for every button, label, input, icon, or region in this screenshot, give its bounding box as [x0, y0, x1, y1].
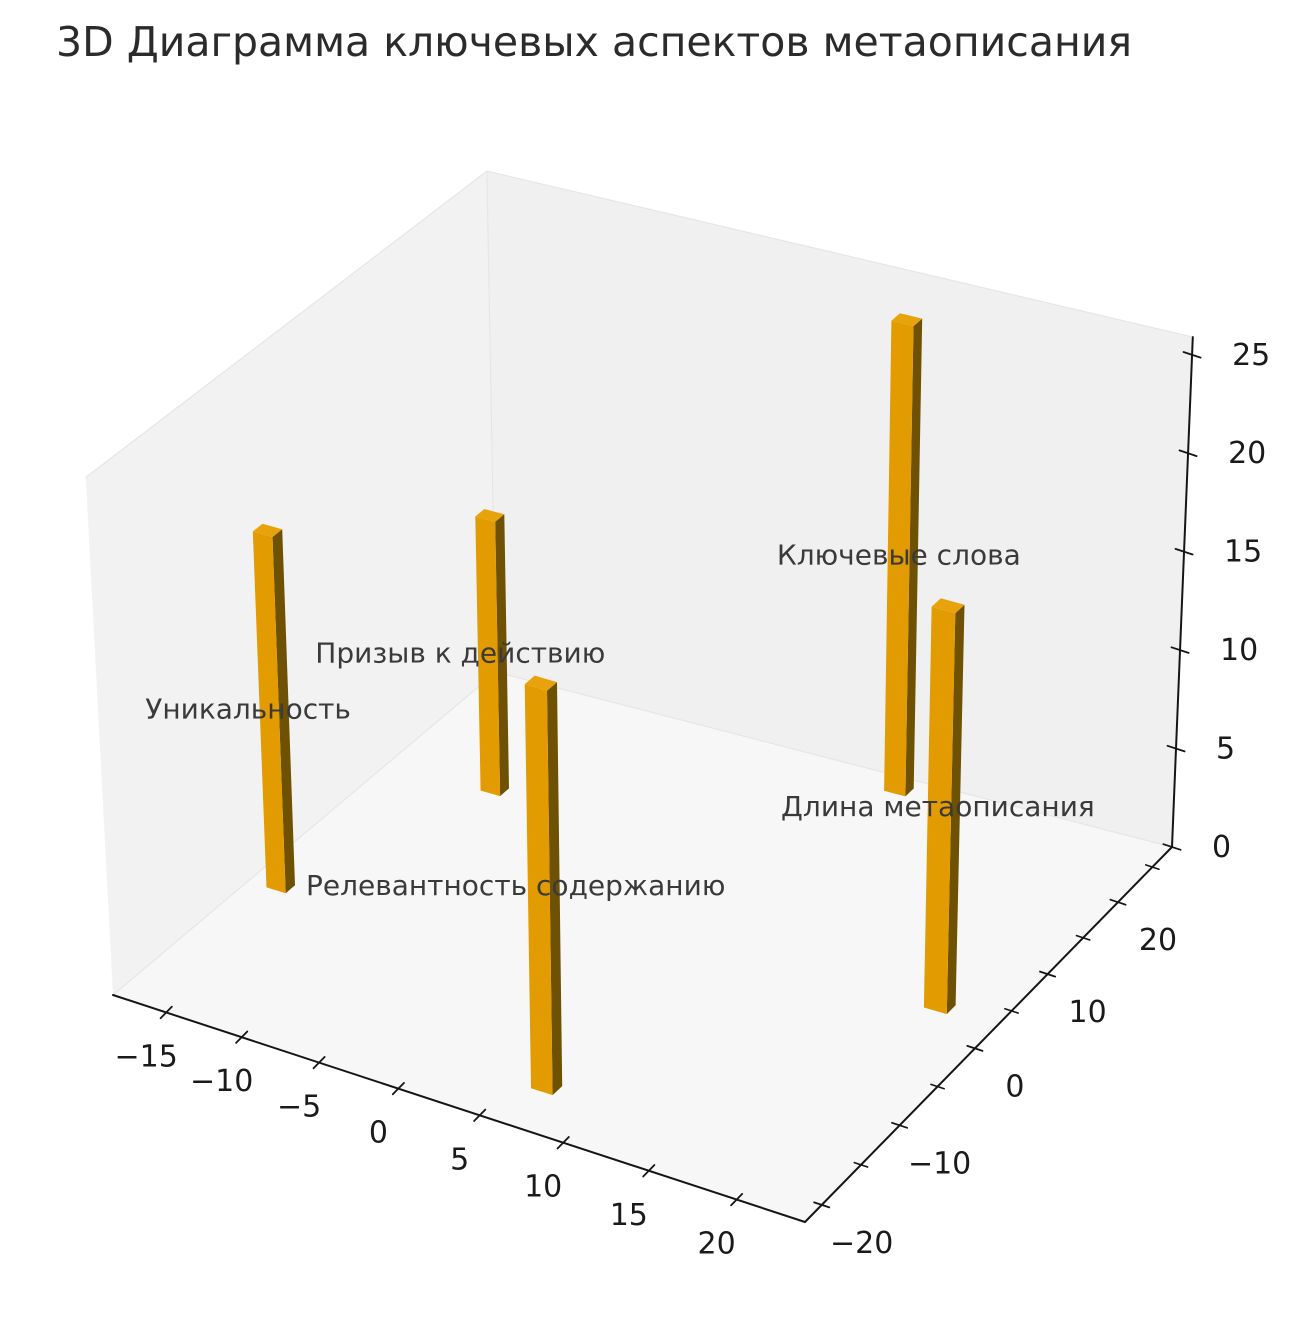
left-wall-top-edge [85, 170, 488, 478]
bar-side-face [272, 529, 295, 894]
y-tick-label: 20 [1139, 923, 1177, 958]
z-tick [1174, 548, 1194, 556]
y-tick-label: −10 [908, 1146, 971, 1181]
x-tick [391, 1082, 405, 1096]
x-tick [235, 1030, 249, 1044]
y-axis-line [804, 846, 1173, 1223]
z-tick-label: 15 [1224, 535, 1262, 570]
z-tick [1170, 646, 1190, 654]
x-tick-label: 10 [524, 1170, 562, 1205]
y-tick [1039, 970, 1057, 978]
y-minor-tick [1144, 864, 1160, 871]
z-axis-line [1171, 336, 1194, 848]
z-tick-label: 0 [1212, 830, 1231, 865]
x-tick-label: −5 [277, 1090, 321, 1125]
right-wall-top-edge [486, 170, 1194, 338]
y-minor-tick [853, 1161, 869, 1168]
bar-top-face [475, 509, 505, 522]
x-tick-label: −10 [190, 1064, 253, 1099]
bar-front-face [524, 684, 553, 1096]
z-tick [1162, 843, 1182, 851]
bar-label: Ключевые слова [777, 539, 1021, 572]
z-tick-label: 25 [1232, 338, 1270, 373]
y-minor-tick [1075, 934, 1091, 941]
x-tick [473, 1108, 487, 1122]
z-tick [1166, 744, 1186, 753]
x-tick-label: 0 [369, 1116, 388, 1151]
y-tick-label: −20 [830, 1226, 893, 1261]
x-tick-label: 15 [610, 1198, 648, 1233]
x-tick [312, 1056, 326, 1070]
y-minor-tick [930, 1083, 946, 1090]
bar-front-face [252, 531, 286, 894]
bar-side-face [905, 318, 923, 797]
right-wall-pane [486, 171, 1193, 848]
x-tick [556, 1136, 570, 1150]
y-tick [1109, 898, 1127, 906]
x-tick-label: 20 [698, 1227, 736, 1262]
bar-side-face [946, 604, 965, 1015]
z-tick [1178, 449, 1198, 458]
y-tick-label: 0 [1005, 1069, 1024, 1104]
bar-side-face [495, 514, 509, 797]
bar-label: Призыв к действию [315, 636, 605, 669]
bar-front-face [884, 320, 914, 797]
floor-right-edge [495, 671, 1173, 848]
bar-label: Уникальность [145, 692, 351, 725]
bar-top-face [931, 598, 965, 614]
bar-label: Релевантность содержанию [306, 869, 725, 902]
bar-front-face [475, 516, 501, 797]
x-tick-label: −15 [115, 1040, 178, 1075]
x-tick-label: 5 [450, 1142, 469, 1177]
floor-left-edge [112, 671, 497, 996]
bar-top-face [524, 675, 557, 691]
y-tick [966, 1045, 984, 1052]
bar-top-face [891, 313, 923, 327]
x-tick [642, 1164, 656, 1178]
x-tick [730, 1193, 744, 1207]
z-tick-label: 5 [1216, 732, 1235, 767]
z-tick [1182, 351, 1202, 359]
z-tick-label: 10 [1220, 633, 1258, 668]
y-tick [891, 1121, 909, 1129]
bar-side-face [547, 682, 563, 1096]
y-tick [813, 1201, 831, 1209]
bar-front-face [923, 606, 956, 1015]
bar-label: Длина метаописания [781, 790, 1095, 823]
bar-top-face [252, 523, 283, 537]
x-tick [159, 1005, 173, 1020]
y-tick-label: 10 [1069, 995, 1107, 1030]
z-tick-label: 20 [1228, 436, 1266, 471]
chart-title: 3D Диаграмма ключевых аспектов метаописа… [56, 18, 1133, 66]
x-axis-line [112, 994, 806, 1223]
y-minor-tick [1004, 1007, 1020, 1014]
floor-pane [113, 672, 1172, 1222]
left-wall-pane [85, 171, 497, 996]
